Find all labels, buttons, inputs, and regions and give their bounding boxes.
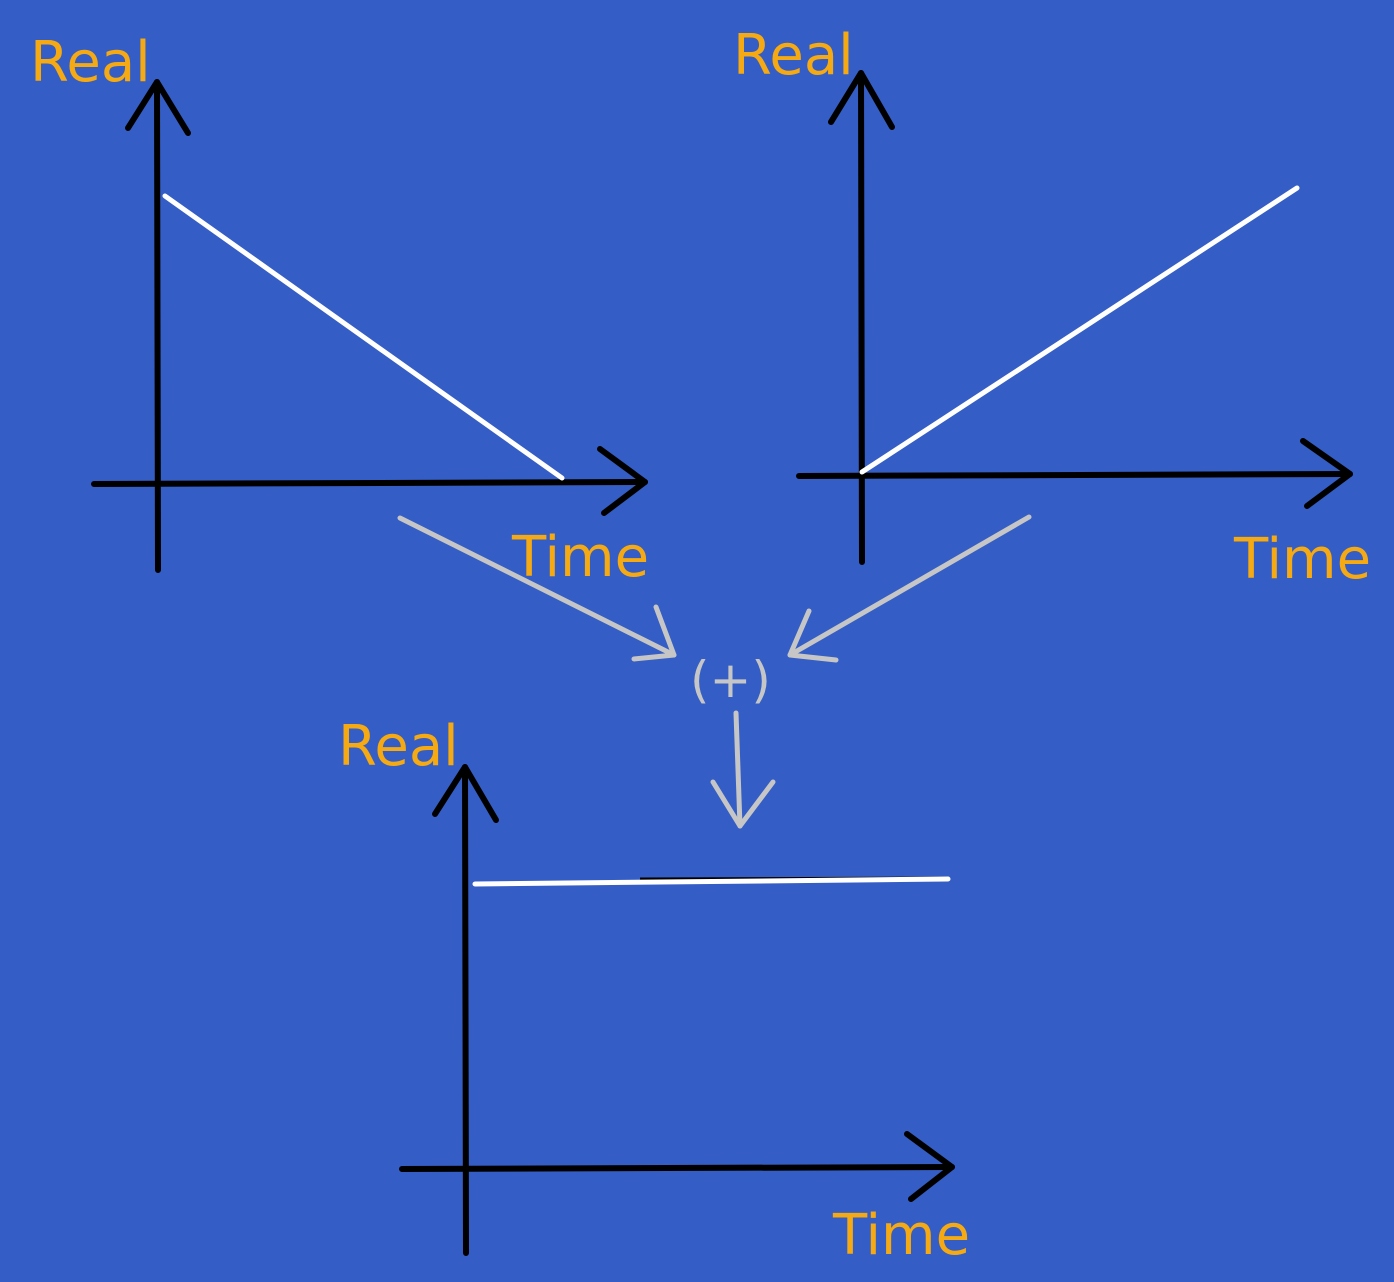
- arrow-to-result: [733, 710, 743, 829]
- y-axis-label: Real: [733, 23, 854, 88]
- x-axis-arrowhead: [597, 446, 648, 516]
- sum-operator: (+): [690, 651, 771, 709]
- y-axis-arrowhead: [125, 79, 191, 136]
- x-axis: [399, 1164, 955, 1172]
- x-axis-arrowhead: [1300, 438, 1353, 509]
- x-axis-label: Time: [832, 1203, 970, 1268]
- x-axis: [91, 479, 648, 487]
- x-axis-arrowhead: [904, 1131, 955, 1202]
- y-axis-arrowhead: [828, 70, 895, 130]
- arrow-from-top-right-head: [787, 608, 839, 663]
- y-axis-arrowhead: [432, 764, 499, 823]
- arrow-to-result-head: [710, 779, 776, 829]
- sum-flow: (+): [397, 514, 1032, 829]
- decreasing-ramp-signal: [162, 193, 565, 481]
- graph-bottom: Real Time: [338, 714, 970, 1268]
- x-axis-label: Time: [511, 525, 649, 590]
- arrow-from-top-left-head: [631, 604, 677, 662]
- y-axis: [462, 764, 469, 1256]
- y-axis-label: Real: [30, 30, 151, 95]
- increasing-ramp-signal: [859, 185, 1300, 475]
- arrow-from-top-left: [397, 515, 677, 658]
- y-axis: [858, 70, 865, 565]
- y-axis: [154, 79, 161, 573]
- graph-top-left: Real Time: [30, 30, 649, 590]
- x-axis-label: Time: [1233, 527, 1371, 592]
- graph-top-right: Real Time: [733, 23, 1371, 592]
- arrow-from-top-right: [787, 514, 1032, 658]
- y-axis-label: Real: [338, 714, 459, 779]
- x-axis: [796, 471, 1353, 479]
- constant-signal: [472, 876, 951, 887]
